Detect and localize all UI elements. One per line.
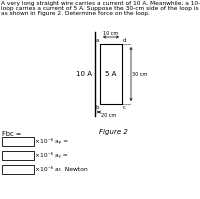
Bar: [100, 44, 122, 104]
Text: 5 A: 5 A: [105, 71, 117, 77]
Text: c: c: [123, 105, 126, 110]
Bar: [2, 165, 34, 174]
Text: ×10⁻⁶ aₚ =: ×10⁻⁶ aₚ =: [35, 139, 68, 144]
Text: 10 A: 10 A: [76, 71, 92, 77]
Bar: [2, 137, 34, 146]
Text: d: d: [123, 38, 126, 43]
Text: loop carries a current of 5 A. Suppose the 30-cm side of the loop is parallel to: loop carries a current of 5 A. Suppose t…: [1, 6, 200, 11]
Text: 20 cm: 20 cm: [101, 113, 116, 118]
Bar: [2, 151, 34, 160]
Text: a: a: [96, 38, 99, 43]
Text: 30 cm: 30 cm: [132, 71, 147, 76]
Text: as shown in Figure 2. Determine force on the loop.: as shown in Figure 2. Determine force on…: [1, 11, 150, 16]
Text: 10 cm: 10 cm: [103, 31, 119, 36]
Text: A very long straight wire carries a current of 10 A. Meanwhile, a 10-cm × 30-cm : A very long straight wire carries a curr…: [1, 1, 200, 6]
Text: Figure 2: Figure 2: [99, 129, 128, 135]
Text: ×10⁻⁶ a₅  Newton: ×10⁻⁶ a₅ Newton: [35, 167, 88, 172]
Text: ×10⁻⁶ aᵧ =: ×10⁻⁶ aᵧ =: [35, 152, 68, 158]
Text: b: b: [96, 105, 99, 110]
Text: Fbc =: Fbc =: [2, 131, 21, 137]
